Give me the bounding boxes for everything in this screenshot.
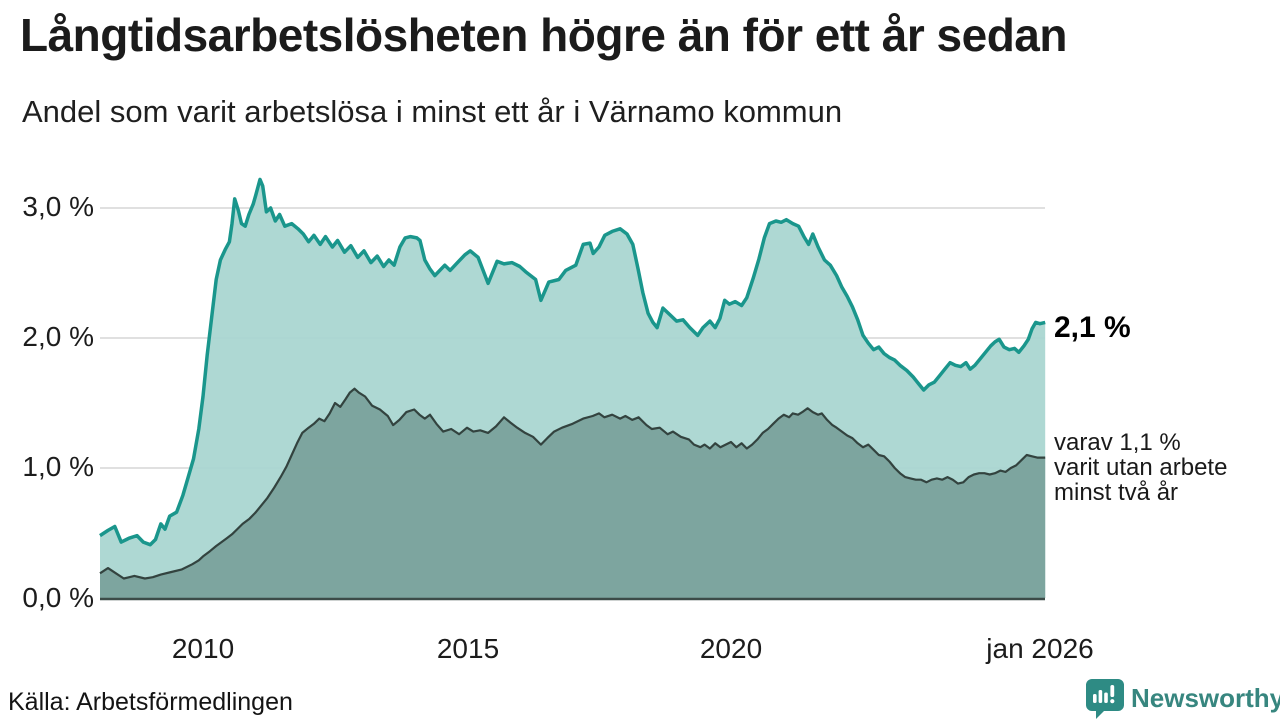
y-tick-label-3: 3,0 %: [22, 191, 94, 222]
x-tick-label-2020: 2020: [699, 633, 763, 664]
secondary-series-label: varav 1,1 % varit utan arbete minst två …: [1054, 429, 1228, 506]
y-tick-label-1: 1,0 %: [22, 451, 94, 482]
y-tick-label-2: 2,0 %: [22, 321, 94, 352]
y-tick-label-0: 0,0 %: [22, 582, 94, 613]
page-subtitle: Andel som varit arbetslösa i minst ett å…: [22, 94, 843, 129]
source-credit: Källa: Arbetsförmedlingen: [8, 688, 293, 716]
newsworthy-logo-icon: [1086, 679, 1124, 719]
area-fill-two-years: [100, 388, 1046, 598]
end-value-label: 2,1 %: [1054, 311, 1131, 344]
x-tick-label-2010: 2010: [171, 633, 235, 664]
x-tick-label-2015: 2015: [436, 633, 500, 664]
page-title: Långtidsarbetslösheten högre än för ett …: [20, 9, 1067, 61]
series-line-two-years: [99, 387, 1046, 580]
bar-chart-glyph: [1093, 685, 1115, 704]
series-line-one-year: [99, 177, 1046, 547]
newsworthy-brand-text: Newsworthy: [1131, 683, 1280, 713]
x-tick-label-jan-2026: jan 2026: [986, 633, 1094, 664]
